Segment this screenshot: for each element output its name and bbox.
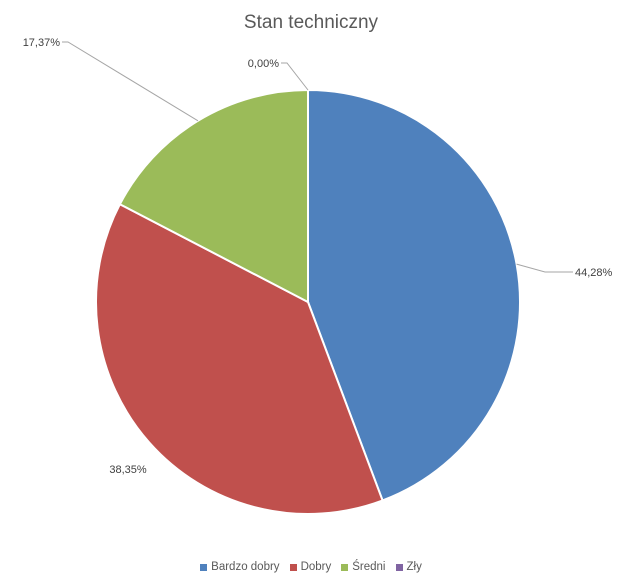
legend-label: Średni (352, 561, 386, 573)
data-label-3: 0,00% (248, 58, 279, 70)
legend-swatch (395, 563, 403, 571)
legend-label: Zły (406, 561, 422, 573)
legend-item: Zły (395, 561, 422, 573)
data-label-2: 17,37% (23, 37, 61, 49)
legend-swatch (341, 563, 349, 571)
legend-item: Dobry (289, 561, 332, 573)
leader-line-2 (62, 41, 199, 122)
leader-line-0 (516, 263, 573, 273)
legend-item: Bardzo dobry (200, 561, 280, 573)
data-label-1: 38,35% (109, 464, 147, 476)
legend-label: Dobry (300, 561, 332, 573)
leader-line-3 (281, 62, 309, 91)
legend-swatch (289, 563, 297, 571)
legend-swatch (200, 563, 208, 571)
legend-label: Bardzo dobry (211, 561, 280, 573)
legend: Bardzo dobry Dobry Średni Zły (0, 561, 622, 573)
data-label-0: 44,28% (575, 267, 613, 279)
chart-title: Stan techniczny (243, 12, 379, 33)
pie-slice-dobry (95, 202, 384, 515)
pie-slice-bardzo-dobry (307, 88, 521, 502)
legend-item: Średni (341, 561, 386, 573)
